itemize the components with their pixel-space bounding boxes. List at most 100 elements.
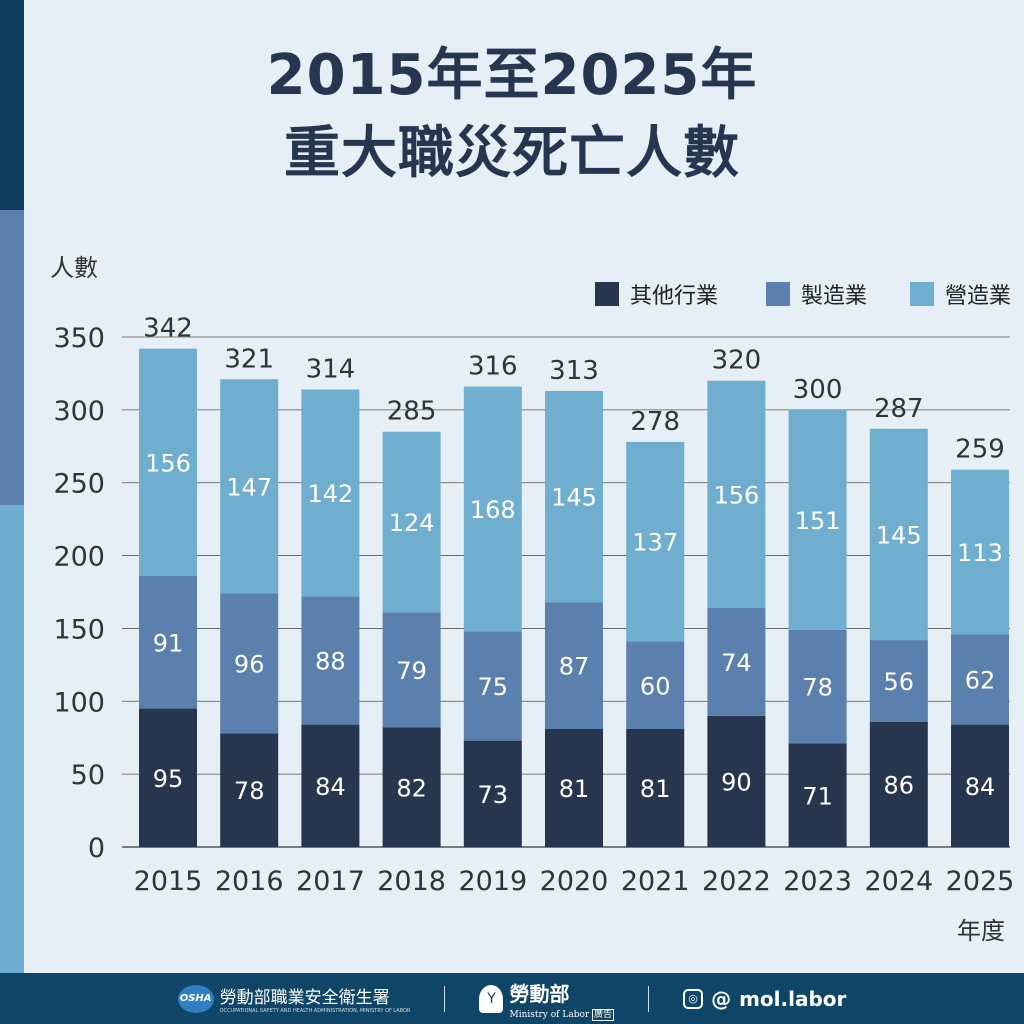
- y-tick-label: 250: [53, 469, 105, 500]
- x-tick-label: 2022: [702, 866, 771, 897]
- bar-segment: [220, 593, 279, 734]
- x-tick-label: 2023: [783, 866, 852, 897]
- bar-value-label: 73: [478, 781, 509, 809]
- legend-label: 製造業: [801, 284, 867, 309]
- bar-segment: [869, 640, 928, 722]
- threads-icon: @: [711, 986, 732, 1011]
- bar-segment: [220, 379, 279, 594]
- bar-value-label: 147: [226, 473, 272, 501]
- bar-total-label: 342: [143, 314, 193, 344]
- bar-segment: [707, 715, 766, 847]
- bar-value-label: 78: [234, 777, 265, 805]
- x-tick-label: 2017: [296, 866, 365, 897]
- bar-segment: [545, 728, 603, 847]
- bar-value-label: 75: [478, 673, 509, 701]
- bar-segment: [545, 602, 603, 729]
- y-tick-label: 50: [71, 760, 105, 791]
- bar-value-label: 124: [389, 509, 435, 537]
- x-axis-label: 年度: [957, 917, 1005, 945]
- bar-segment: [626, 641, 685, 729]
- bar-value-label: 137: [632, 529, 678, 557]
- bar-segment: [951, 634, 1009, 725]
- bar-segment: [707, 608, 766, 716]
- bar-total-label: 259: [955, 435, 1005, 465]
- mol-name: 勞動部: [509, 981, 570, 1006]
- y-tick-label: 200: [53, 542, 105, 573]
- bar-total-label: 313: [549, 356, 599, 386]
- bar-value-label: 79: [396, 657, 427, 685]
- title-line-2: 重大職災死亡人數: [284, 121, 740, 186]
- bar-value-label: 113: [957, 539, 1003, 567]
- side-strip-light: [0, 505, 24, 973]
- x-tick-label: 2020: [540, 866, 609, 897]
- bar-value-label: 88: [315, 647, 346, 675]
- bar-total-label: 320: [712, 346, 762, 376]
- bar-total-label: 285: [387, 397, 437, 427]
- bar-segment: [382, 727, 441, 847]
- bar-value-label: 62: [965, 666, 996, 694]
- y-tick-label: 150: [53, 614, 105, 645]
- bar-segment: [301, 389, 360, 597]
- bar-value-label: 60: [640, 672, 671, 700]
- bar-segment: [139, 348, 197, 576]
- x-tick-label: 2021: [621, 866, 690, 897]
- bar-value-label: 168: [470, 496, 516, 524]
- bar-segment: [220, 733, 279, 847]
- bar-segment: [301, 724, 360, 847]
- bar-value-label: 78: [802, 674, 833, 702]
- bar-value-label: 91: [153, 629, 184, 657]
- bar-segment: [382, 612, 441, 728]
- mol-brand: Y 勞動部 Ministry of Labor 廣告: [479, 978, 615, 1021]
- x-tick-label: 2024: [864, 866, 933, 897]
- bar-value-label: 156: [713, 481, 759, 509]
- bar-value-label: 74: [721, 649, 752, 677]
- bar-value-label: 95: [153, 765, 184, 793]
- bar-value-label: 142: [307, 480, 353, 508]
- legend-swatch: [910, 282, 934, 306]
- bar-value-label: 145: [551, 484, 597, 512]
- bar-segment: [139, 575, 197, 709]
- bar-segment: [788, 629, 847, 744]
- legend-swatch: [595, 282, 619, 306]
- osha-logo: OSHA: [177, 984, 214, 1013]
- side-strip-dark: [0, 0, 24, 210]
- bar-segment: [463, 386, 522, 632]
- y-tick-label: 0: [88, 833, 105, 864]
- bar-segment: [626, 728, 685, 847]
- bar-total-label: 278: [630, 407, 680, 437]
- bar-value-label: 145: [876, 521, 922, 549]
- osha-brand: OSHA 勞動部職業安全衛生署 OCCUPATIONAL SAFETY AND H…: [177, 983, 410, 1014]
- mol-logo-icon: Y: [479, 984, 504, 1013]
- side-strip-mid: [0, 210, 24, 505]
- bar-value-label: 84: [315, 773, 346, 801]
- x-tick-label: 2025: [946, 866, 1015, 897]
- bar-segment: [869, 721, 928, 847]
- bar-value-label: 81: [559, 775, 590, 803]
- bar-segment: [788, 409, 847, 630]
- legend-swatch: [766, 282, 790, 306]
- title-line-1: 2015年至2025年: [266, 43, 758, 108]
- mol-english: Ministry of Labor: [509, 1009, 590, 1020]
- bar-value-label: 156: [145, 449, 191, 477]
- bar-segment: [545, 390, 603, 603]
- bar-segment: [301, 596, 360, 725]
- bar-total-label: 316: [468, 352, 518, 382]
- bar-segment: [707, 380, 766, 609]
- x-tick-label: 2018: [377, 866, 446, 897]
- bar-segment: [951, 724, 1009, 847]
- footer: OSHA 勞動部職業安全衛生署 OCCUPATIONAL SAFETY AND H…: [0, 973, 1024, 1024]
- bar-total-label: 314: [306, 354, 356, 384]
- x-tick-label: 2019: [458, 866, 527, 897]
- legend-label: 營造業: [945, 284, 1011, 309]
- divider: [444, 985, 446, 1012]
- bar-value-label: 87: [559, 653, 590, 681]
- bar-value-label: 84: [965, 773, 996, 801]
- y-tick-label: 300: [53, 396, 105, 427]
- bar-value-label: 82: [396, 774, 427, 802]
- social-handle[interactable]: ◎ @ mol.labor: [683, 987, 846, 1011]
- bar-value-label: 56: [884, 668, 915, 696]
- bar-value-label: 71: [802, 782, 833, 810]
- bar-value-label: 81: [640, 775, 671, 803]
- legend-label: 其他行業: [630, 284, 718, 309]
